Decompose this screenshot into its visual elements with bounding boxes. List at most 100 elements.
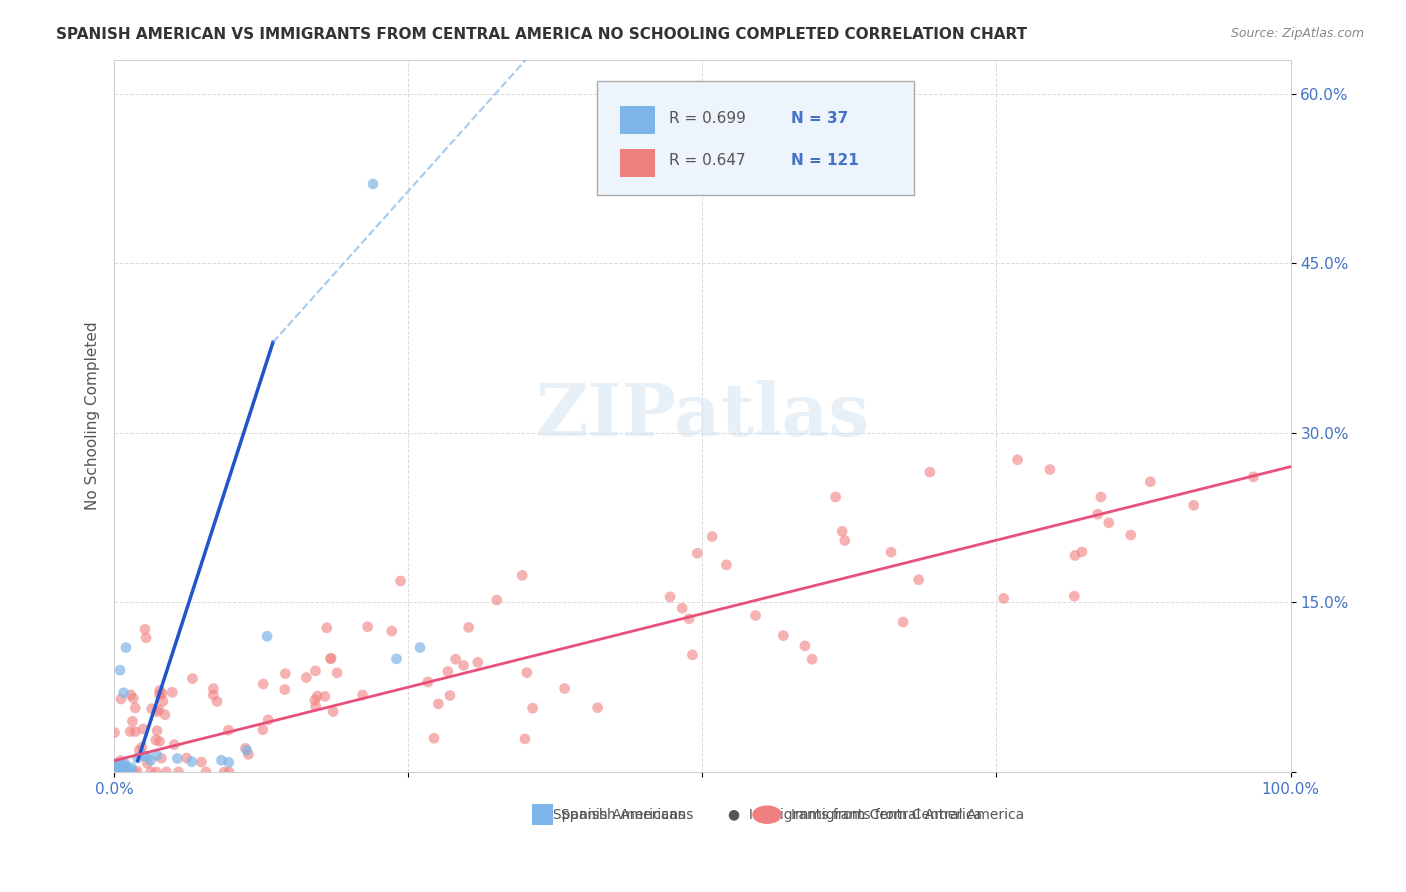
Immigrants from Central America bbox=[153, 707, 176, 722]
Immigrants from Central America bbox=[834, 533, 856, 548]
Immigrants from Central America bbox=[111, 764, 134, 779]
Immigrants from Central America bbox=[513, 731, 536, 746]
Immigrants from Central America bbox=[993, 591, 1015, 606]
Immigrants from Central America bbox=[554, 681, 576, 696]
Immigrants from Central America bbox=[107, 764, 129, 779]
Immigrants from Central America bbox=[716, 558, 738, 572]
Spanish Americans bbox=[218, 756, 240, 770]
Circle shape bbox=[754, 806, 782, 823]
Immigrants from Central America bbox=[423, 731, 446, 746]
Immigrants from Central America bbox=[304, 699, 326, 714]
Immigrants from Central America bbox=[510, 568, 533, 582]
Immigrants from Central America bbox=[880, 545, 903, 559]
Immigrants from Central America bbox=[155, 764, 177, 779]
Immigrants from Central America bbox=[124, 724, 146, 739]
Immigrants from Central America bbox=[681, 648, 703, 662]
Immigrants from Central America bbox=[1139, 475, 1161, 489]
Immigrants from Central America bbox=[150, 751, 173, 765]
Immigrants from Central America bbox=[522, 701, 544, 715]
Immigrants from Central America bbox=[122, 764, 145, 779]
Immigrants from Central America bbox=[457, 620, 479, 634]
Immigrants from Central America bbox=[190, 755, 212, 769]
Spanish Americans bbox=[107, 759, 129, 773]
Immigrants from Central America bbox=[212, 764, 235, 779]
Immigrants from Central America bbox=[149, 683, 172, 698]
Immigrants from Central America bbox=[772, 629, 794, 643]
Spanish Americans bbox=[115, 761, 138, 775]
Spanish Americans bbox=[115, 764, 138, 779]
Immigrants from Central America bbox=[150, 687, 173, 701]
Immigrants from Central America bbox=[120, 688, 142, 702]
Immigrants from Central America bbox=[181, 672, 204, 686]
Immigrants from Central America bbox=[176, 751, 198, 765]
Spanish Americans bbox=[409, 640, 432, 655]
Immigrants from Central America bbox=[110, 754, 132, 768]
Spanish Americans bbox=[135, 749, 157, 764]
Spanish Americans bbox=[256, 629, 278, 643]
Immigrants from Central America bbox=[120, 724, 142, 739]
Immigrants from Central America bbox=[1039, 462, 1062, 476]
Immigrants from Central America bbox=[146, 723, 169, 738]
Immigrants from Central America bbox=[485, 593, 508, 607]
Immigrants from Central America bbox=[1007, 452, 1029, 467]
Spanish Americans bbox=[105, 756, 128, 771]
Spanish Americans bbox=[180, 755, 202, 769]
Immigrants from Central America bbox=[218, 764, 240, 779]
Immigrants from Central America bbox=[586, 700, 609, 714]
Immigrants from Central America bbox=[110, 764, 132, 779]
Immigrants from Central America bbox=[326, 665, 349, 680]
FancyBboxPatch shape bbox=[596, 81, 914, 195]
Spanish Americans bbox=[146, 748, 169, 763]
Immigrants from Central America bbox=[322, 705, 344, 719]
Immigrants from Central America bbox=[918, 465, 941, 479]
Immigrants from Central America bbox=[1063, 589, 1085, 603]
Immigrants from Central America bbox=[115, 764, 138, 779]
Spanish Americans bbox=[105, 757, 128, 772]
Immigrants from Central America bbox=[1087, 507, 1109, 521]
Immigrants from Central America bbox=[1090, 490, 1112, 504]
Immigrants from Central America bbox=[439, 689, 461, 703]
Immigrants from Central America bbox=[124, 701, 146, 715]
Immigrants from Central America bbox=[145, 733, 167, 747]
Y-axis label: No Schooling Completed: No Schooling Completed bbox=[86, 321, 100, 510]
Immigrants from Central America bbox=[389, 574, 412, 588]
Immigrants from Central America bbox=[167, 764, 190, 779]
Spanish Americans bbox=[107, 756, 129, 771]
Immigrants from Central America bbox=[659, 590, 682, 604]
Text: N = 121: N = 121 bbox=[790, 153, 859, 169]
Immigrants from Central America bbox=[131, 740, 153, 755]
Immigrants from Central America bbox=[134, 622, 156, 636]
Immigrants from Central America bbox=[274, 666, 297, 681]
Spanish Americans bbox=[112, 686, 135, 700]
Immigrants from Central America bbox=[801, 652, 824, 666]
Spanish Americans bbox=[209, 753, 232, 767]
Spanish Americans bbox=[361, 177, 384, 191]
Immigrants from Central America bbox=[1098, 516, 1121, 530]
Immigrants from Central America bbox=[125, 764, 148, 778]
Immigrants from Central America bbox=[381, 624, 404, 639]
FancyBboxPatch shape bbox=[531, 804, 553, 825]
Immigrants from Central America bbox=[136, 756, 159, 771]
Spanish Americans bbox=[108, 663, 131, 677]
Spanish Americans bbox=[120, 764, 142, 778]
Immigrants from Central America bbox=[122, 691, 145, 706]
Immigrants from Central America bbox=[1070, 545, 1092, 559]
Spanish Americans bbox=[110, 759, 132, 773]
Immigrants from Central America bbox=[148, 734, 170, 748]
Spanish Americans bbox=[108, 764, 131, 778]
Spanish Americans bbox=[114, 756, 136, 771]
Immigrants from Central America bbox=[103, 725, 125, 739]
Immigrants from Central America bbox=[315, 621, 337, 635]
Immigrants from Central America bbox=[145, 764, 167, 779]
Immigrants from Central America bbox=[416, 675, 439, 690]
Immigrants from Central America bbox=[314, 690, 336, 704]
Immigrants from Central America bbox=[148, 688, 170, 702]
Text: N = 37: N = 37 bbox=[790, 111, 848, 126]
Immigrants from Central America bbox=[907, 573, 929, 587]
Immigrants from Central America bbox=[1064, 549, 1087, 563]
Spanish Americans bbox=[236, 743, 259, 757]
Immigrants from Central America bbox=[516, 665, 538, 680]
Spanish Americans bbox=[120, 760, 142, 774]
Immigrants from Central America bbox=[321, 651, 343, 665]
Text: Immigrants from Central America: Immigrants from Central America bbox=[790, 808, 1024, 822]
